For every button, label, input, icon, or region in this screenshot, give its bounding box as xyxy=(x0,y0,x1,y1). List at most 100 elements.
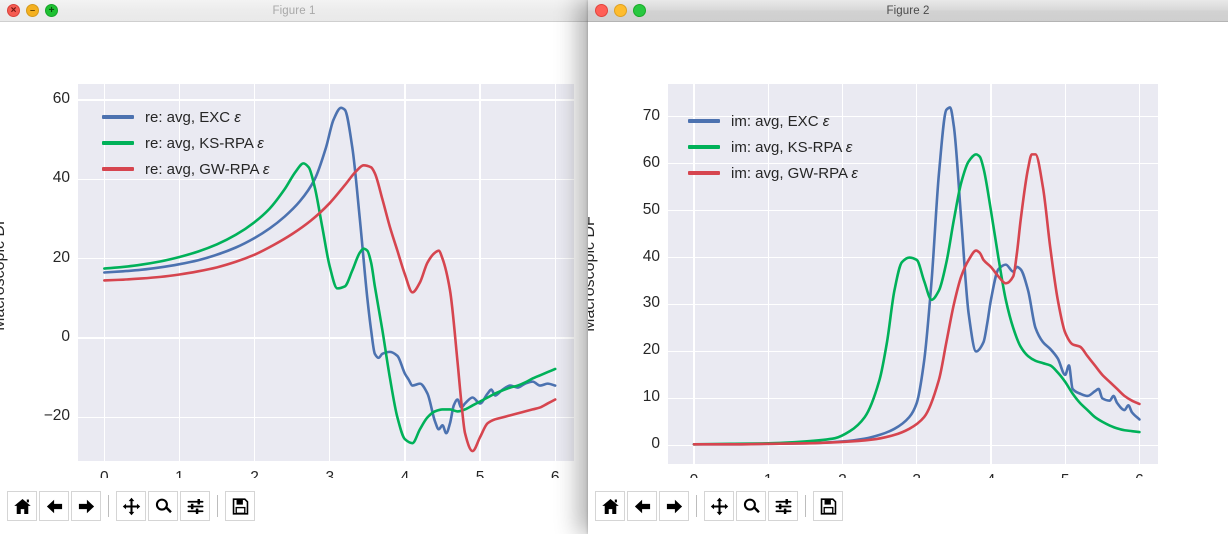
y-axis-tick-label: 40 xyxy=(52,169,70,187)
gridline-vertical xyxy=(253,84,256,461)
home-button[interactable] xyxy=(7,491,37,521)
data-series-line xyxy=(692,106,1141,446)
y-axis-tick-label: 60 xyxy=(642,153,660,171)
sliders-configure-icon xyxy=(186,497,205,516)
zoom-button[interactable] xyxy=(633,4,646,17)
gridline-vertical xyxy=(554,84,556,461)
legend-label: re: avg, EXC ε xyxy=(145,108,241,126)
figure-2-title: Figure 2 xyxy=(886,4,930,17)
gridline-horizontal xyxy=(78,99,574,101)
minimize-button[interactable] xyxy=(26,4,39,17)
gridline-horizontal xyxy=(668,303,1158,306)
pan-move-button[interactable] xyxy=(116,491,146,521)
figure-2-canvas[interactable]: 0102030405060700123456Frequency (eV)Macr… xyxy=(588,22,1228,513)
gridline-horizontal xyxy=(668,397,1158,399)
gridline-vertical xyxy=(693,84,695,464)
plot-area[interactable] xyxy=(78,84,574,461)
legend-item: im: avg, GW-RPA ε xyxy=(688,160,858,186)
x-axis-tick-label: 5 xyxy=(460,469,500,487)
figure-2-window[interactable]: Figure 2 0102030405060700123456Frequency… xyxy=(588,0,1228,534)
gridline-vertical xyxy=(990,84,992,464)
forward-arrow-icon xyxy=(77,497,96,516)
legend-label: re: avg, GW-RPA ε xyxy=(145,160,270,178)
y-axis-tick-label: 20 xyxy=(52,248,70,266)
gridline-vertical xyxy=(479,84,481,461)
floppy-save-icon xyxy=(231,497,250,516)
minimize-button[interactable] xyxy=(614,4,627,17)
curves-layer xyxy=(103,106,557,453)
back-arrow-button[interactable] xyxy=(39,491,69,521)
y-axis-label: Macroscopic DF xyxy=(588,216,598,332)
legend-item: im: avg, EXC ε xyxy=(688,108,858,134)
x-axis-tick-label: 1 xyxy=(159,469,199,487)
figure-1-canvas[interactable]: −2002040600123456Frequency (eV)Macroscop… xyxy=(0,22,588,510)
data-series-line xyxy=(103,106,557,435)
pan-move-button[interactable] xyxy=(704,491,734,521)
close-button[interactable] xyxy=(595,4,608,17)
gridline-horizontal xyxy=(668,163,1158,165)
plot-area[interactable] xyxy=(668,84,1158,464)
legend-label: im: avg, EXC ε xyxy=(731,112,830,130)
gridline-horizontal xyxy=(78,257,574,260)
pan-move-icon xyxy=(710,497,729,516)
y-axis-tick-label: 70 xyxy=(642,106,660,124)
gridline-horizontal xyxy=(668,444,1158,446)
gridline-horizontal xyxy=(78,337,574,339)
forward-arrow-icon xyxy=(665,497,684,516)
sliders-configure-icon xyxy=(774,497,793,516)
legend-color-swatch xyxy=(688,119,720,123)
gridline-vertical xyxy=(1064,84,1066,464)
sliders-configure-button[interactable] xyxy=(180,491,210,521)
floppy-save-icon xyxy=(819,497,838,516)
home-button[interactable] xyxy=(595,491,625,521)
y-axis-tick-label: 40 xyxy=(642,247,660,265)
y-axis-tick-label: 0 xyxy=(651,435,660,453)
close-button[interactable] xyxy=(7,4,20,17)
home-icon xyxy=(601,497,620,516)
forward-arrow-button[interactable] xyxy=(659,491,689,521)
x-axis-tick-label: 3 xyxy=(310,469,350,487)
magnifier-zoom-icon xyxy=(154,497,173,516)
magnifier-zoom-button[interactable] xyxy=(736,491,766,521)
back-arrow-button[interactable] xyxy=(627,491,657,521)
toolbar-separator xyxy=(108,495,109,517)
chart-legend: re: avg, EXC ε re: avg, KS-RPA ε re: avg, … xyxy=(102,104,269,182)
gridline-vertical xyxy=(767,84,769,464)
legend-item: re: avg, KS-RPA ε xyxy=(102,130,269,156)
back-arrow-icon xyxy=(633,497,652,516)
legend-color-swatch xyxy=(102,167,134,171)
gridline-vertical xyxy=(841,84,844,464)
pan-move-icon xyxy=(122,497,141,516)
y-axis-tick-label: 20 xyxy=(642,341,660,359)
figure-1-window[interactable]: Figure 1 −2002040600123456Frequency (eV)… xyxy=(0,0,588,534)
floppy-save-button[interactable] xyxy=(813,491,843,521)
x-axis-tick-label: 6 xyxy=(535,469,575,487)
data-series-line xyxy=(692,153,1141,446)
gridline-horizontal xyxy=(78,178,574,180)
gridline-vertical xyxy=(1138,84,1141,464)
legend-color-swatch xyxy=(688,171,720,175)
legend-label: im: avg, KS-RPA ε xyxy=(731,138,853,156)
figure-2-titlebar[interactable]: Figure 2 xyxy=(588,0,1228,22)
y-axis-tick-label: 60 xyxy=(52,89,70,107)
forward-arrow-button[interactable] xyxy=(71,491,101,521)
figure-1-toolbar xyxy=(0,478,588,534)
zoom-button[interactable] xyxy=(45,4,58,17)
home-icon xyxy=(13,497,32,516)
data-series-line xyxy=(103,164,557,453)
legend-color-swatch xyxy=(688,145,720,149)
figure-1-titlebar[interactable]: Figure 1 xyxy=(0,0,588,22)
x-axis-tick-label: 0 xyxy=(84,469,124,487)
legend-color-swatch xyxy=(102,115,134,119)
magnifier-zoom-button[interactable] xyxy=(148,491,178,521)
chart-legend: im: avg, EXC ε im: avg, KS-RPA ε im: avg, … xyxy=(688,108,858,186)
legend-item: re: avg, GW-RPA ε xyxy=(102,156,269,182)
gridline-horizontal xyxy=(668,350,1158,353)
gridline-horizontal xyxy=(78,416,574,418)
legend-label: im: avg, GW-RPA ε xyxy=(731,164,858,182)
figure-1-title: Figure 1 xyxy=(272,4,316,17)
toolbar-separator xyxy=(217,495,218,517)
y-axis-tick-label: 30 xyxy=(642,294,660,312)
floppy-save-button[interactable] xyxy=(225,491,255,521)
sliders-configure-button[interactable] xyxy=(768,491,798,521)
